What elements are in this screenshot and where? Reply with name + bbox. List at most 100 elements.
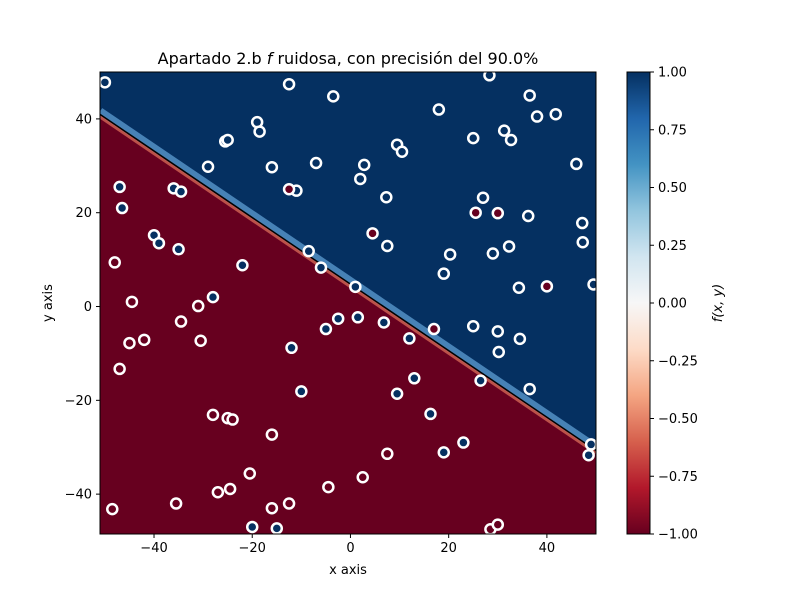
data-point <box>408 372 421 385</box>
colorbar: 1.00 0.75 0.50 0.25 0.00 −0.25 −0.50 −0.75 −1.00… <box>626 66 726 543</box>
data-point <box>491 325 505 338</box>
data-point <box>322 480 335 494</box>
colorbar-tick-label: 0.25 <box>658 239 687 254</box>
data-point <box>191 299 205 313</box>
colorbar-tick-label: 0.75 <box>658 123 687 138</box>
y-tick-label: −40 <box>65 488 92 503</box>
data-point <box>265 160 279 174</box>
data-point <box>125 295 139 309</box>
data-point <box>169 497 183 510</box>
data-point <box>245 520 259 534</box>
data-point <box>521 209 535 223</box>
y-axis-label: y axis <box>41 284 56 322</box>
data-point <box>443 248 457 261</box>
data-point <box>253 125 266 138</box>
data-point <box>152 236 166 250</box>
data-point <box>211 486 225 499</box>
data-point <box>380 190 393 204</box>
boundary-halo-negative <box>100 114 596 455</box>
data-point <box>523 89 536 102</box>
data-point <box>302 244 315 258</box>
colorbar-tick-label: −1.00 <box>658 528 698 543</box>
y-tick-label: 0 <box>84 300 92 315</box>
data-point <box>437 267 451 280</box>
data-point <box>427 322 441 336</box>
data-point <box>282 497 296 510</box>
colorbar-gradient <box>627 72 650 534</box>
data-point <box>575 216 589 230</box>
chart-title-suffix: ruidosa, con precisión del 90.0% <box>272 49 538 68</box>
data-point <box>476 191 490 204</box>
scatter-points <box>100 72 596 534</box>
data-point <box>206 408 220 422</box>
data-point <box>512 281 526 295</box>
data-point <box>432 103 446 116</box>
data-point <box>570 157 583 171</box>
data-point <box>201 160 215 173</box>
colorbar-tick-label: 1.00 <box>658 66 687 81</box>
data-point <box>437 446 451 459</box>
data-point <box>491 206 505 220</box>
y-tick-label: −20 <box>65 394 92 409</box>
data-point <box>137 333 151 347</box>
data-point <box>265 428 279 441</box>
x-tick-label: 40 <box>539 541 556 556</box>
data-point <box>584 438 596 451</box>
y-axis: −40 −20 0 20 40 <box>65 112 100 503</box>
colorbar-label: f(x, y) <box>711 284 726 322</box>
colorbar-ticks: 1.00 0.75 0.50 0.25 0.00 −0.25 −0.50 −0.75 −1.00 <box>650 66 698 543</box>
data-point <box>492 345 506 359</box>
chart-title-prefix: Apartado 2.b <box>158 49 267 68</box>
boundary-halo-positive <box>100 108 596 451</box>
data-point <box>390 387 404 401</box>
negative-region <box>100 114 596 534</box>
data-point <box>523 382 536 396</box>
data-point <box>497 124 511 137</box>
data-point <box>582 448 595 462</box>
data-point <box>483 72 496 82</box>
x-tick-label: 20 <box>440 541 457 556</box>
decision-boundary <box>100 113 596 452</box>
data-point <box>366 227 379 240</box>
data-point <box>243 467 257 480</box>
y-tick-label: 40 <box>75 112 92 127</box>
colorbar-tick-label: −0.50 <box>658 412 698 427</box>
data-point <box>174 315 188 328</box>
chart-title-italic: f <box>267 49 275 68</box>
data-point <box>356 470 369 484</box>
data-point <box>172 243 185 256</box>
data-point <box>206 290 220 304</box>
data-point <box>424 407 437 421</box>
data-point <box>357 158 371 172</box>
data-point <box>236 258 249 272</box>
data-point <box>123 336 136 350</box>
colorbar-tick-label: 0.50 <box>658 181 687 196</box>
data-point <box>587 278 596 291</box>
data-point <box>457 436 470 449</box>
plot-area <box>100 72 596 534</box>
data-point <box>377 316 391 329</box>
chart-title: Apartado 2.b f ruidosa, con precisión de… <box>158 49 539 68</box>
x-axis-label: x axis <box>329 563 367 578</box>
colorbar-tick-label: 0.00 <box>658 297 687 312</box>
data-point <box>282 77 296 91</box>
data-point <box>530 110 544 123</box>
data-point <box>295 385 308 398</box>
data-point <box>174 185 188 198</box>
data-point <box>319 322 333 336</box>
data-point <box>113 180 126 194</box>
data-point <box>469 206 482 219</box>
plot-frame <box>99 71 597 535</box>
data-point <box>576 236 589 249</box>
data-point <box>504 133 518 147</box>
data-point <box>395 145 409 158</box>
data-point <box>502 240 516 253</box>
data-point <box>381 447 394 461</box>
data-point <box>221 133 234 147</box>
x-axis: −40 −20 0 20 40 <box>140 534 555 556</box>
data-point <box>309 156 323 170</box>
colorbar-tick-label: −0.25 <box>658 354 698 369</box>
data-point <box>194 334 207 348</box>
data-point <box>349 280 362 294</box>
